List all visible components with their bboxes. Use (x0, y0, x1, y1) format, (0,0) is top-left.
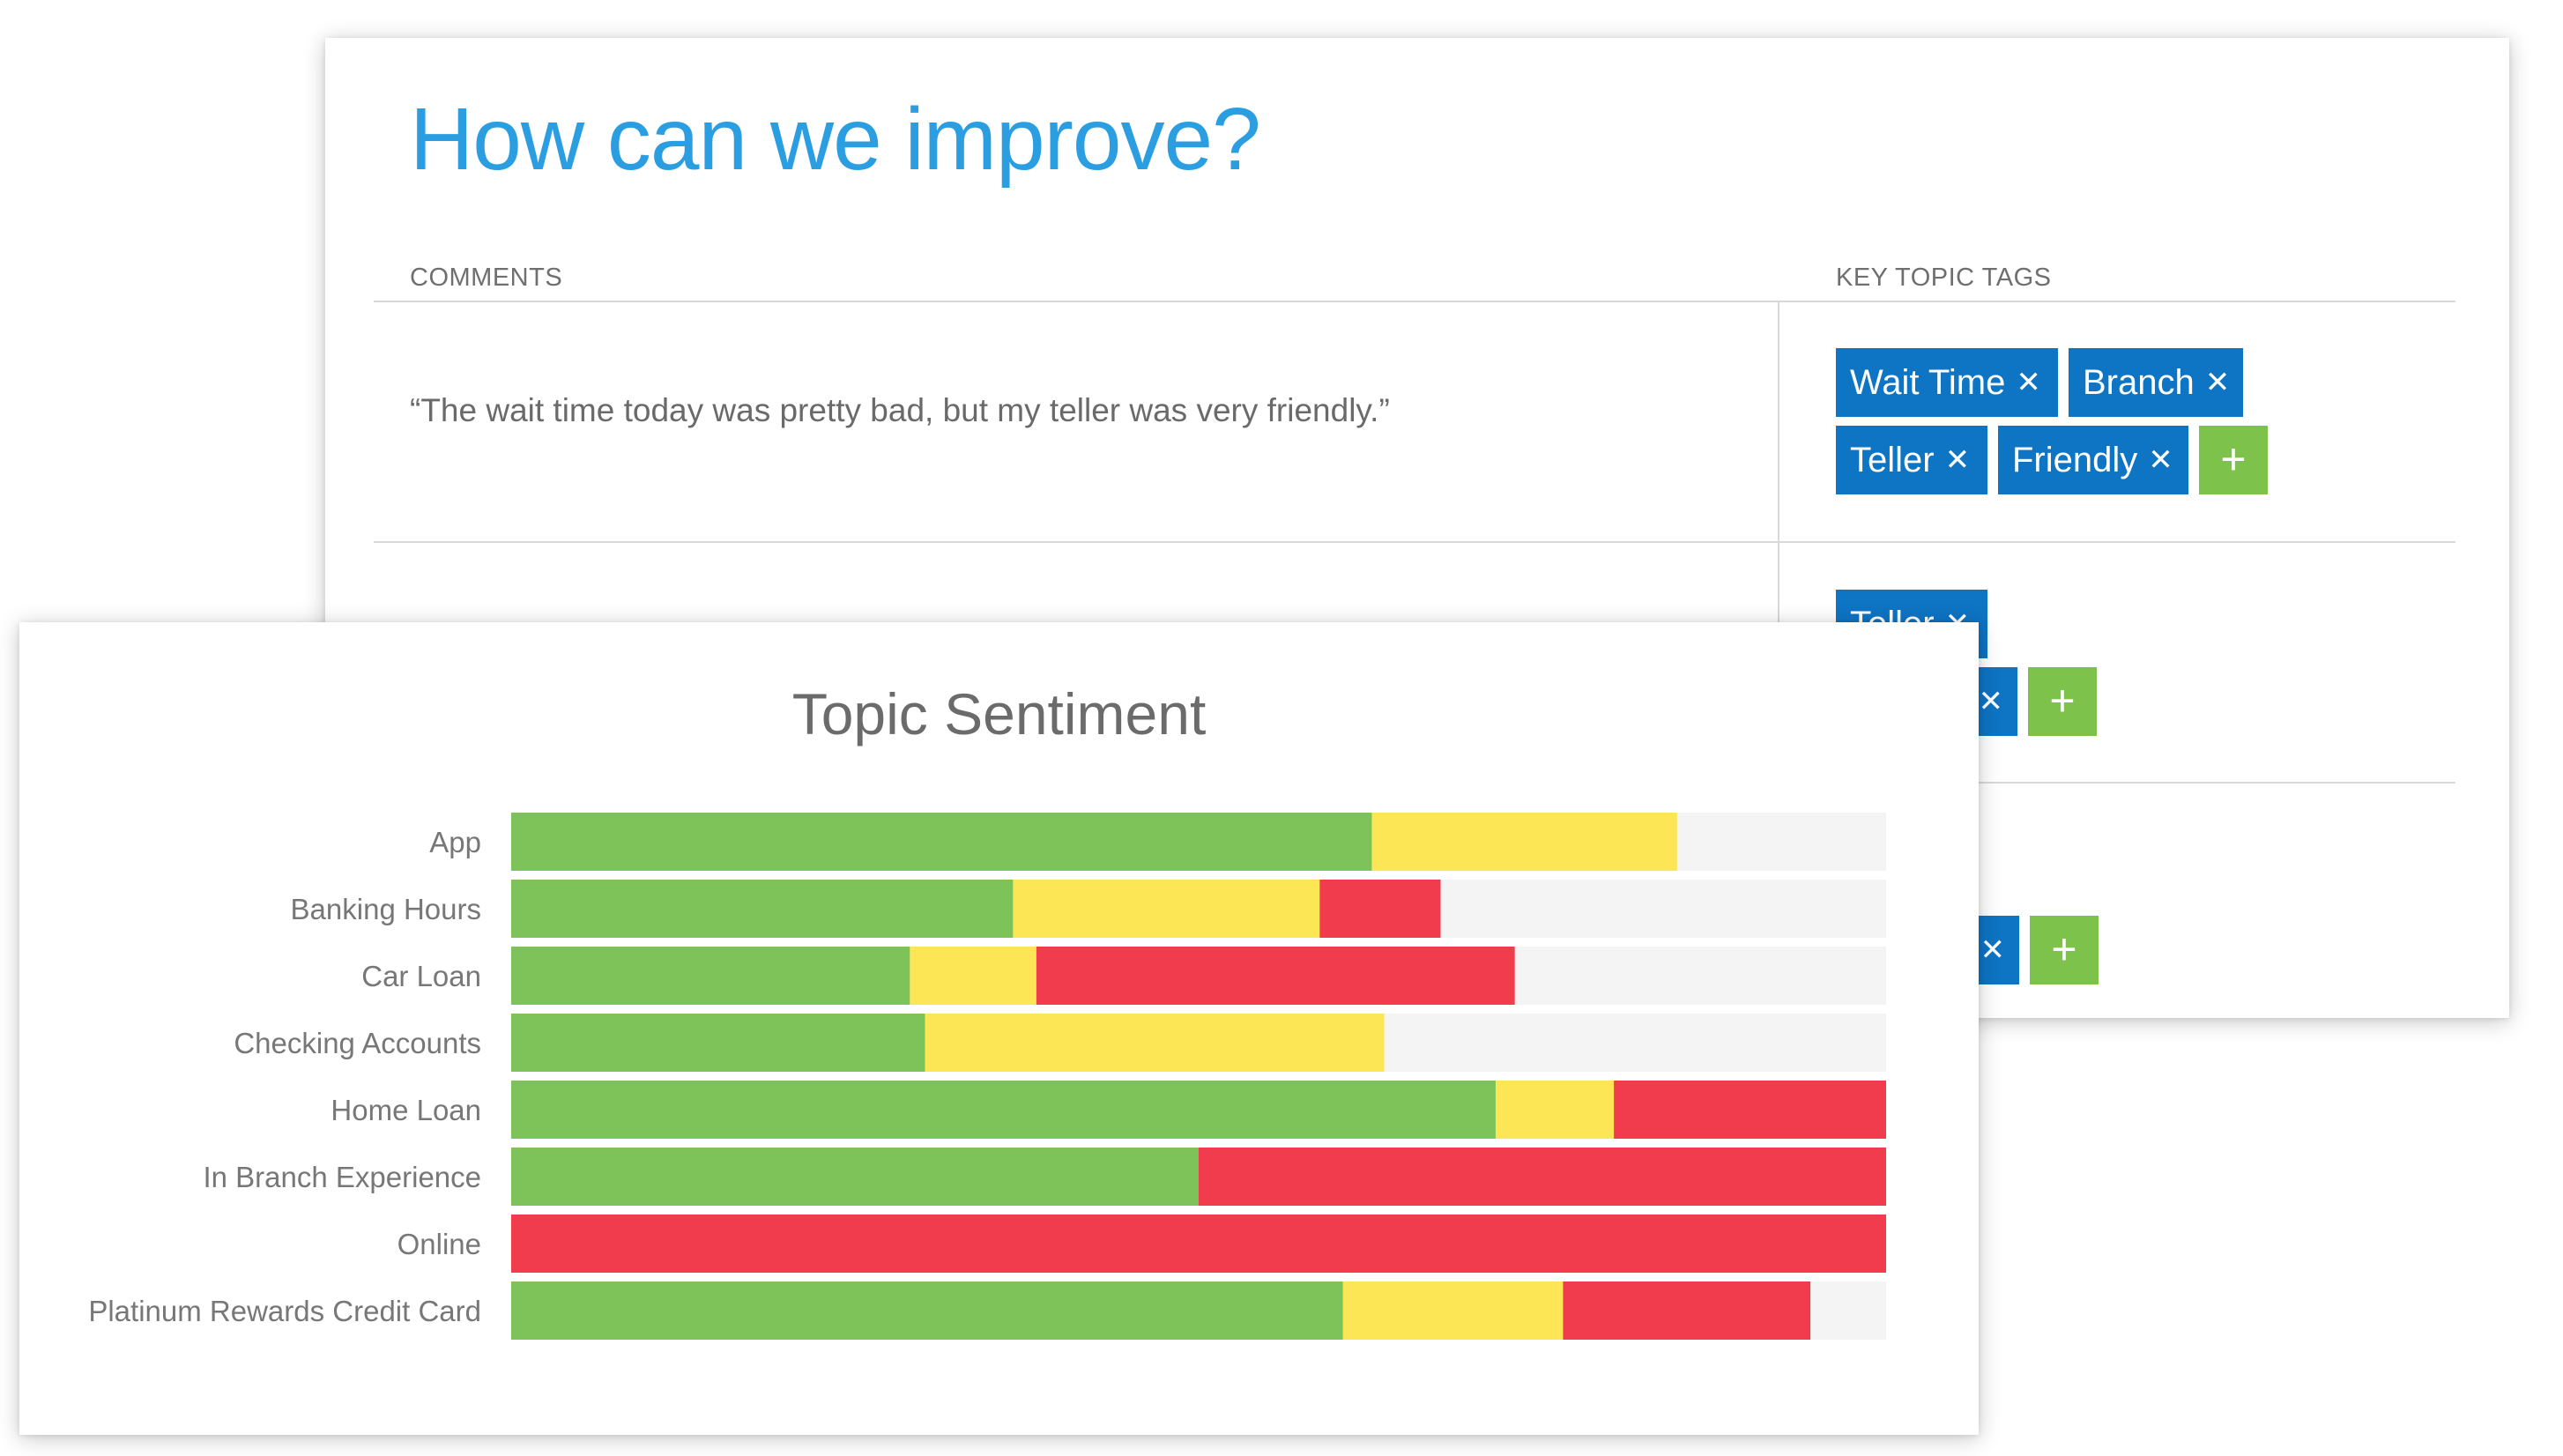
close-icon[interactable]: ✕ (2016, 366, 2041, 399)
bar-segment-negative (1319, 880, 1441, 938)
bar-segment-negative (1614, 1081, 1886, 1139)
bar-segment-positive (511, 1148, 1199, 1206)
bar-segment-positive (511, 880, 1014, 938)
topic-sentiment-chart: App Banking Hours Car Loan Checking Account… (88, 813, 1886, 1340)
bar-segment-neutral (925, 1014, 1385, 1072)
bar-segment-neutral (1342, 1281, 1564, 1340)
topic-sentiment-card: Topic Sentiment App Banking Hours Car Loan… (19, 622, 1979, 1435)
add-tag-button[interactable]: + (2028, 667, 2097, 736)
category-label: Online (397, 1228, 481, 1260)
bar-segment-positive (511, 1014, 925, 1072)
close-icon[interactable]: ✕ (1980, 933, 2006, 967)
tag-label: Wait Time (1850, 363, 2006, 402)
tag-label: Teller (1850, 441, 1935, 479)
bar-segment-none (1384, 1014, 1886, 1072)
bar-segment-neutral (910, 947, 1036, 1005)
category-label: In Branch Experience (203, 1161, 481, 1193)
category-label: Checking Accounts (234, 1027, 481, 1059)
page-title: How can we improve? (410, 90, 1261, 189)
bar-segment-positive (511, 947, 910, 1005)
comments-column-header: COMMENTS (410, 264, 563, 292)
category-label: App (429, 826, 481, 858)
bar-segment-neutral (1371, 813, 1677, 871)
bar-segment-positive (511, 1281, 1343, 1340)
topic-tag[interactable]: Branch ✕ (2069, 348, 2243, 417)
bar-segment-none (1514, 947, 1886, 1005)
bar-segment-positive (511, 813, 1372, 871)
bar-segment-neutral (1495, 1081, 1615, 1139)
tag-label: Branch (2083, 363, 2195, 402)
topic-tag[interactable]: Teller ✕ (1836, 426, 1987, 494)
close-icon[interactable]: ✕ (2204, 366, 2231, 399)
header-divider (374, 301, 2455, 302)
chart-title: Topic Sentiment (791, 681, 1207, 747)
category-label: Platinum Rewards Credit Card (88, 1295, 481, 1327)
bar-segment-neutral (1013, 880, 1320, 938)
bar-segment-negative (1199, 1148, 1886, 1206)
bar-segment-negative (511, 1215, 1886, 1273)
bar-segment-negative (1036, 947, 1515, 1005)
bar-segment-positive (511, 1081, 1496, 1139)
add-tag-button[interactable]: + (2199, 426, 2268, 494)
category-label: Home Loan (331, 1094, 481, 1126)
key-topic-tags-column-header: KEY TOPIC TAGS (1836, 264, 2052, 292)
bar-segment-none (1440, 880, 1886, 938)
tag-label: Friendly (2012, 441, 2138, 479)
close-icon[interactable]: ✕ (2148, 443, 2173, 477)
bar-segment-negative (1563, 1281, 1811, 1340)
bar-segment-none (1676, 813, 1886, 871)
bar-segment-none (1810, 1281, 1886, 1340)
add-tag-button[interactable]: + (2030, 916, 2099, 984)
row-divider (374, 541, 2455, 543)
category-label: Banking Hours (291, 893, 481, 925)
close-icon[interactable]: ✕ (1978, 685, 2004, 718)
topic-tag[interactable]: Wait Time ✕ (1836, 348, 2058, 417)
comment-text: “The wait time today was pretty bad, but… (410, 392, 1390, 428)
close-icon[interactable]: ✕ (1944, 443, 1971, 477)
category-label: Car Loan (361, 960, 481, 992)
topic-tag[interactable]: Friendly ✕ (1998, 426, 2188, 494)
